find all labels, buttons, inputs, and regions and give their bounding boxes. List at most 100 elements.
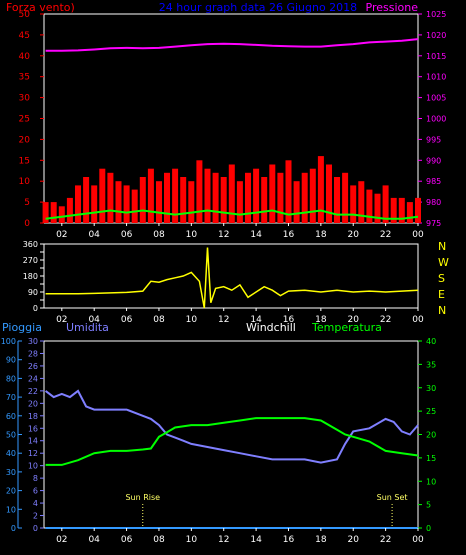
p1-x-tick-label: 10 (186, 230, 198, 240)
p1-x-tick-label: 06 (121, 230, 133, 240)
wind-gust-bar (261, 177, 268, 223)
wind-gust-bar (147, 168, 154, 223)
temperature-tick-label: 25 (426, 407, 436, 416)
humidity-tick-label: 30 (28, 337, 38, 346)
p1-x-tick-label: 00 (412, 230, 424, 240)
p3-x-tick-label: 04 (88, 535, 100, 545)
humidity-tick-label: 24 (28, 374, 38, 383)
legend-umidita: Umidita (66, 321, 109, 334)
wind-gust-bar (374, 193, 381, 223)
wind-gust-bar (293, 181, 300, 223)
p1-x-tick-label: 20 (348, 230, 360, 240)
temperature-line (45, 417, 419, 466)
wind-gust-bar (358, 181, 365, 223)
p3-x-tick-label: 02 (56, 535, 67, 545)
wind-gust-bar (99, 168, 106, 223)
wind-gust-bar (188, 181, 195, 223)
wind-gust-bar (180, 177, 187, 223)
wind-gust-bar (334, 177, 340, 223)
p2-x-tick-label: 08 (153, 315, 165, 325)
rain-tick-label: 0 (11, 524, 16, 533)
y-right-tick-label: 990 (426, 156, 441, 165)
wind-gust-bar (390, 197, 397, 223)
y-tick-label: 0 (33, 304, 38, 313)
wind-gust-bar (326, 164, 332, 223)
wind-gust-bar (342, 172, 349, 223)
temperature-tick-label: 15 (426, 454, 436, 463)
wind-gust-bar (75, 185, 81, 223)
p3-x-tick-label: 14 (250, 535, 262, 545)
wind-gust-bar (83, 177, 90, 223)
legend-pioggia: Pioggia (2, 321, 42, 334)
humidity-tick-label: 26 (28, 362, 38, 371)
y-left-tick-label: 30 (19, 94, 31, 104)
p2-x-tick-label: 16 (283, 315, 295, 325)
temperature-tick-label: 0 (426, 524, 431, 533)
temperature-tick-label: 40 (426, 337, 436, 346)
p3-x-tick-label: 20 (348, 535, 360, 545)
y-right-tick-label: 1010 (426, 73, 446, 82)
wind-gust-bar (204, 168, 211, 223)
wind-gust-bar (406, 202, 413, 223)
p1-x-tick-label: 04 (88, 230, 100, 240)
wind-gust-bar (309, 168, 316, 223)
wind-gust-bar (172, 168, 179, 223)
wind-gust-bar (50, 202, 57, 223)
humidity-tick-label: 16 (28, 424, 38, 433)
wind-average-line (45, 209, 419, 220)
p3-x-tick-label: 10 (186, 535, 198, 545)
p3-x-tick-label: 08 (153, 535, 165, 545)
p2-x-tick-label: 12 (218, 315, 229, 325)
wind-gust-bar (382, 185, 389, 223)
y-right-tick-label: 1015 (426, 52, 446, 61)
y-left-tick-label: 20 (19, 135, 31, 145)
wind-gust-bar (301, 172, 308, 223)
p2-x-tick-label: 22 (380, 315, 391, 325)
p3-x-tick-label: 18 (315, 535, 327, 545)
rain-tick-label: 60 (6, 412, 16, 421)
p3-x-tick-label: 06 (121, 535, 133, 545)
y-left-tick-label: 45 (19, 31, 30, 41)
wind-gust-bar (123, 185, 130, 223)
wind-gust-bar (156, 181, 162, 223)
p3-x-tick-label: 12 (218, 535, 229, 545)
header-left-label: Forza vento) (6, 1, 75, 14)
p2-x-tick-label: 10 (186, 315, 198, 325)
legend-temperatura: Temperatura (311, 321, 382, 334)
y-tick-label: 360 (23, 240, 38, 249)
wind-gust-bar (66, 197, 73, 223)
humidity-tick-label: 12 (28, 449, 38, 458)
compass-label: W (438, 256, 449, 269)
y-right-tick-label: 980 (426, 198, 441, 207)
wind-gust-bar (245, 172, 251, 223)
p1-x-tick-label: 18 (315, 230, 327, 240)
wind-direction-line (45, 247, 419, 309)
wind-gust-bar (228, 164, 235, 223)
p3-x-tick-label: 22 (380, 535, 391, 545)
wind-gust-bar (398, 197, 405, 223)
humidity-tick-label: 14 (28, 437, 38, 446)
y-left-tick-label: 25 (19, 115, 30, 125)
humidity-temperature-chart: 0102030405060708090100024681012141618202… (1, 337, 436, 545)
wind-gust-bar (58, 206, 65, 223)
rain-tick-label: 10 (6, 505, 16, 514)
rain-tick-label: 80 (6, 374, 16, 383)
compass-label: E (438, 288, 445, 301)
y-left-tick-label: 15 (19, 156, 30, 166)
wind-gust-bar (236, 181, 243, 223)
y-tick-label: 90 (28, 288, 38, 297)
sun-set-label: Sun Set (377, 493, 408, 502)
p1-x-tick-label: 22 (380, 230, 391, 240)
pressure-line (45, 38, 419, 52)
y-tick-label: 180 (23, 272, 38, 281)
wind-gust-bar (220, 177, 227, 223)
wind-gust-bar (350, 185, 357, 223)
rain-tick-label: 40 (6, 449, 16, 458)
humidity-tick-label: 28 (28, 349, 38, 358)
y-right-tick-label: 995 (426, 135, 441, 144)
wind-gust-bar (269, 164, 276, 223)
humidity-tick-label: 22 (28, 387, 38, 396)
humidity-tick-label: 20 (28, 399, 38, 408)
wind-gust-bar (115, 181, 122, 223)
